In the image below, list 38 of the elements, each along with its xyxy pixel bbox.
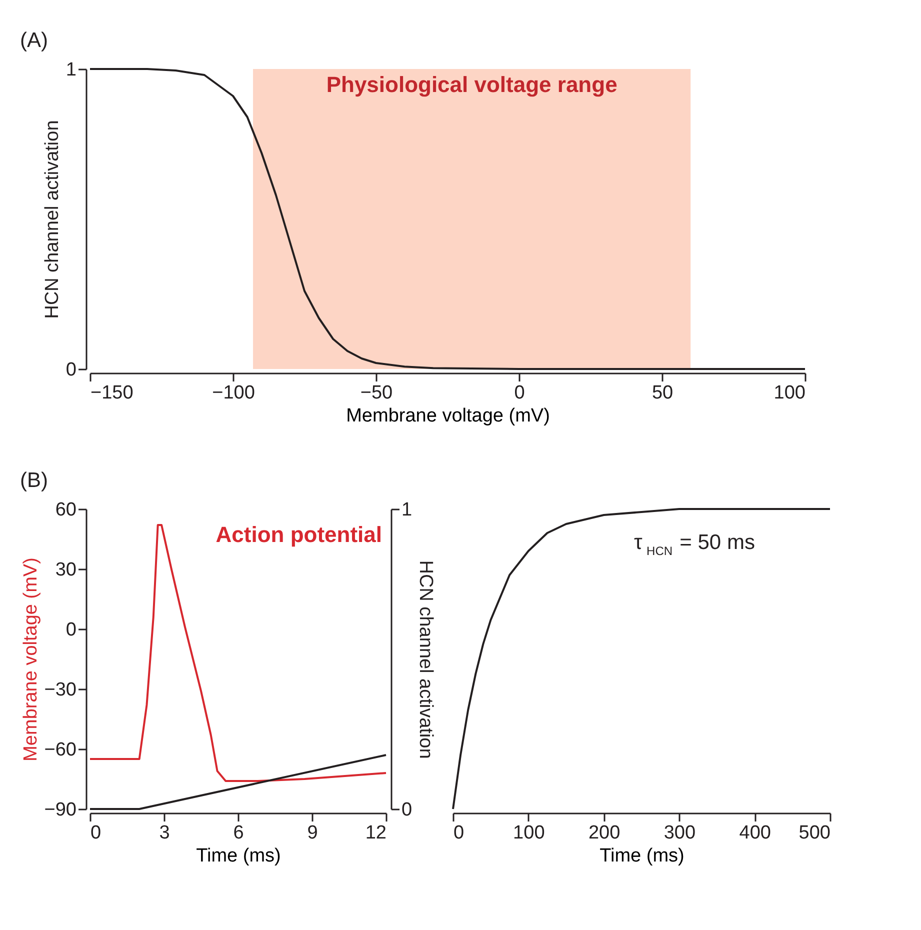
y-tick-label: −60 xyxy=(44,740,76,760)
x-tick-label: 100 xyxy=(774,382,806,404)
x-tick-label: 6 xyxy=(233,822,244,844)
x-tick-label: 0 xyxy=(90,822,102,844)
y-tick-label: 0 xyxy=(66,620,76,640)
text: (B) xyxy=(20,469,48,492)
x-axis-title: Time (ms) xyxy=(196,846,281,866)
x-tick-label: 300 xyxy=(664,822,696,844)
x-tick-label: 0 xyxy=(454,822,464,844)
y-axis-title: HCN channel activation xyxy=(42,120,63,319)
y-tick-label: 30 xyxy=(55,560,76,580)
line-series xyxy=(89,524,387,782)
x-tick-label: −100 xyxy=(212,382,255,404)
x-tick-label: 12 xyxy=(365,822,386,844)
x-axis-title: Time (ms) xyxy=(600,846,684,866)
x-axis-title: Membrane voltage (mV) xyxy=(346,406,550,426)
x-tick-label: 400 xyxy=(739,822,771,844)
y-tick-label: −90 xyxy=(44,800,76,820)
band-label: Physiological voltage range xyxy=(326,72,618,97)
x-tick-label: 3 xyxy=(159,822,170,844)
y-tick-label: 60 xyxy=(55,500,76,520)
x-tick-label: 9 xyxy=(307,822,318,844)
y-tick-label: 1 xyxy=(66,60,76,80)
text: Action potential xyxy=(216,522,382,547)
y-tick-label: 0 xyxy=(66,360,76,380)
x-tick-label: −150 xyxy=(90,382,134,404)
x-tick-label: 100 xyxy=(513,822,545,844)
y-axis-title: Membrane voltage (mV) xyxy=(20,558,42,762)
x-tick-label: 200 xyxy=(588,822,620,844)
y-tick-label: −30 xyxy=(44,680,76,700)
y2-tick-label: 0 xyxy=(402,800,412,820)
x-tick-label: 50 xyxy=(652,382,674,404)
x-tick-label: −50 xyxy=(360,382,393,404)
y2-axis-title: HCN channel activation xyxy=(415,560,436,759)
x-tick-label: 0 xyxy=(514,382,525,404)
x-tick-label: 500 xyxy=(798,822,830,844)
y2-tick-label: 1 xyxy=(402,500,412,520)
text: (A) xyxy=(20,29,48,52)
